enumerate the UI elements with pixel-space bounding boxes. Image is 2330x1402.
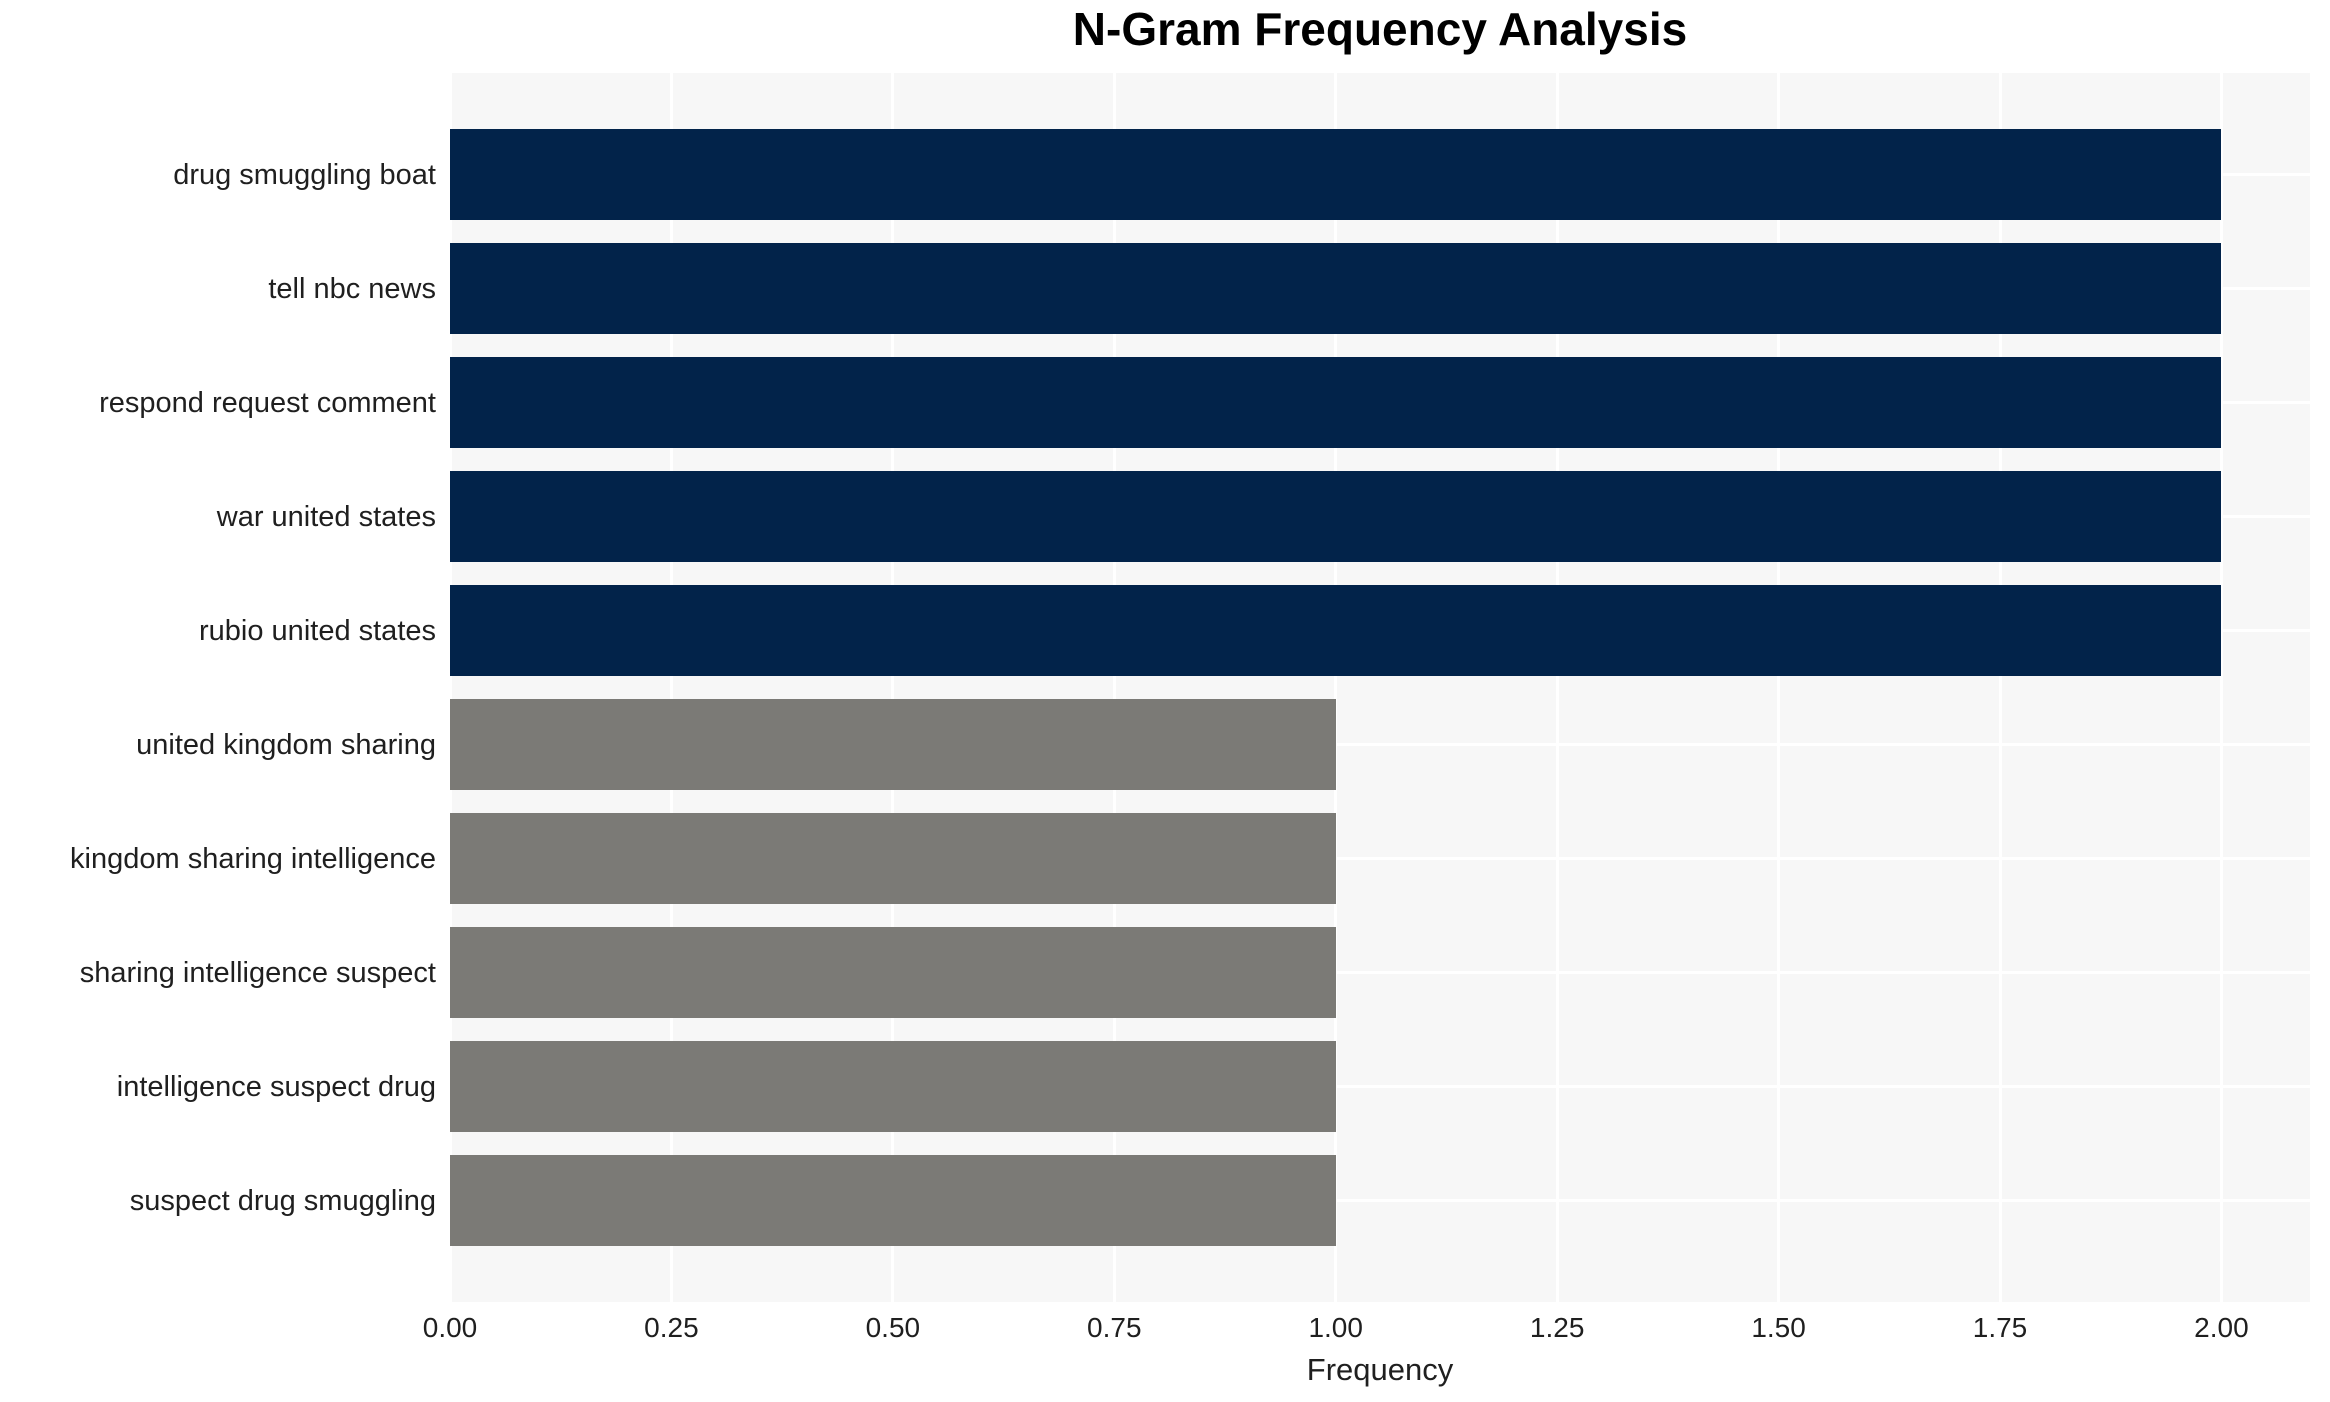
x-tick-label: 0.00 xyxy=(422,1312,478,1343)
x-tick-label: 1.00 xyxy=(1308,1312,1363,1343)
x-axis-title: Frequency xyxy=(1306,1352,1454,1387)
chart-title: N-Gram Frequency Analysis xyxy=(1072,3,1688,55)
y-tick-label: intelligence suspect drug xyxy=(116,1070,436,1103)
x-tick-label: 0.75 xyxy=(1087,1312,1142,1343)
y-tick-label: respond request comment xyxy=(99,386,436,419)
y-tick-label: united kingdom sharing xyxy=(136,728,436,761)
h-gridline xyxy=(450,743,2310,746)
v-gridline xyxy=(669,73,673,1302)
bar-drug-smuggling-boat xyxy=(450,129,2222,220)
v-gridline xyxy=(1112,73,1116,1302)
plot-area xyxy=(448,73,2310,1302)
x-tick-label: 1.75 xyxy=(1972,1312,2028,1343)
h-gridline xyxy=(450,1199,2310,1202)
h-gridline xyxy=(450,857,2310,860)
y-tick-label: war united states xyxy=(216,500,436,533)
y-tick-label: drug smuggling boat xyxy=(173,158,436,191)
v-gridline xyxy=(448,73,452,1302)
v-gridline xyxy=(891,73,895,1302)
bar-rubio-united-states xyxy=(450,585,2222,676)
bar-respond-request-comment xyxy=(450,357,2222,448)
v-gridline xyxy=(1777,73,1781,1302)
y-tick-label: suspect drug smuggling xyxy=(129,1184,436,1217)
x-tick-label: 2.00 xyxy=(2194,1312,2249,1343)
y-tick-label: tell nbc news xyxy=(268,272,436,305)
bar-tell-nbc-news xyxy=(450,243,2222,334)
bar-united-kingdom-sharing xyxy=(450,699,1336,790)
x-tick-label: 0.50 xyxy=(865,1312,921,1343)
v-gridline xyxy=(2219,73,2223,1302)
v-gridline xyxy=(1555,73,1559,1302)
bar-kingdom-sharing-intelligence xyxy=(450,813,1336,904)
v-gridline xyxy=(1334,73,1338,1302)
y-tick-label: kingdom sharing intelligence xyxy=(70,842,436,875)
bar-intelligence-suspect-drug xyxy=(450,1041,1336,1132)
x-tick-label: 1.50 xyxy=(1751,1312,1806,1343)
x-tick-label: 0.25 xyxy=(644,1312,699,1343)
x-tick-label: 1.25 xyxy=(1529,1312,1585,1343)
y-tick-label: rubio united states xyxy=(199,614,436,647)
h-gridline xyxy=(450,971,2310,974)
bar-war-united-states xyxy=(450,471,2222,562)
y-tick-label: sharing intelligence suspect xyxy=(79,956,436,989)
bar-suspect-drug-smuggling xyxy=(450,1155,1336,1246)
bar-sharing-intelligence-suspect xyxy=(450,927,1336,1018)
v-gridline xyxy=(1998,73,2002,1302)
h-gridline xyxy=(450,1085,2310,1088)
